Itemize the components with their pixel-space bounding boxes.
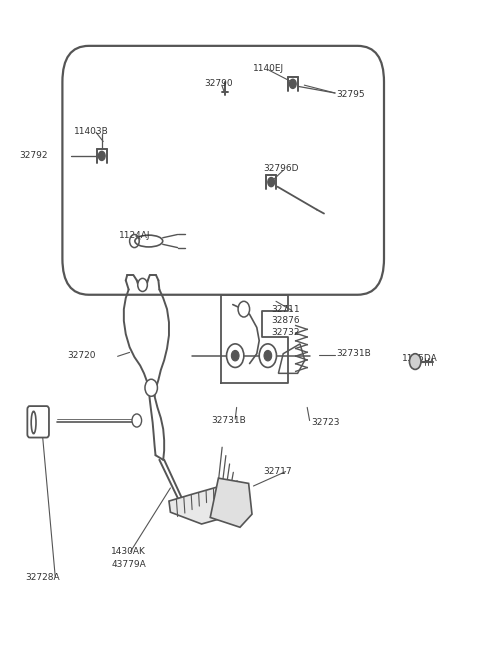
Polygon shape [210, 478, 252, 527]
Circle shape [132, 414, 142, 427]
Circle shape [98, 151, 105, 160]
Text: 11403B: 11403B [74, 126, 109, 136]
Text: 1125DA: 1125DA [402, 354, 438, 364]
Text: 32792: 32792 [19, 151, 48, 160]
Text: 43779A: 43779A [111, 560, 146, 569]
Text: 32790: 32790 [204, 79, 233, 88]
Text: 1140EJ: 1140EJ [253, 64, 285, 73]
Text: 32732: 32732 [271, 328, 300, 337]
Text: 1124AJ: 1124AJ [119, 231, 151, 240]
Text: 32876: 32876 [271, 316, 300, 326]
Circle shape [289, 79, 296, 88]
Text: 32717: 32717 [263, 467, 292, 476]
Circle shape [231, 350, 239, 361]
Circle shape [238, 301, 250, 317]
Circle shape [145, 379, 157, 396]
Text: 32795: 32795 [336, 90, 365, 100]
FancyBboxPatch shape [27, 406, 49, 438]
Circle shape [268, 178, 275, 187]
Circle shape [409, 354, 421, 369]
Text: 32796D: 32796D [263, 164, 299, 174]
Text: 32731B: 32731B [211, 416, 246, 425]
Text: 32720: 32720 [67, 350, 96, 360]
Polygon shape [169, 486, 225, 524]
Circle shape [138, 278, 147, 291]
Ellipse shape [31, 411, 36, 434]
Text: 32731B: 32731B [336, 349, 371, 358]
Text: 32711: 32711 [271, 305, 300, 314]
Text: 32728A: 32728A [25, 573, 60, 582]
Circle shape [227, 344, 244, 367]
Circle shape [264, 350, 272, 361]
Circle shape [259, 344, 276, 367]
Text: 1430AK: 1430AK [111, 547, 146, 556]
Text: 32723: 32723 [311, 418, 339, 427]
